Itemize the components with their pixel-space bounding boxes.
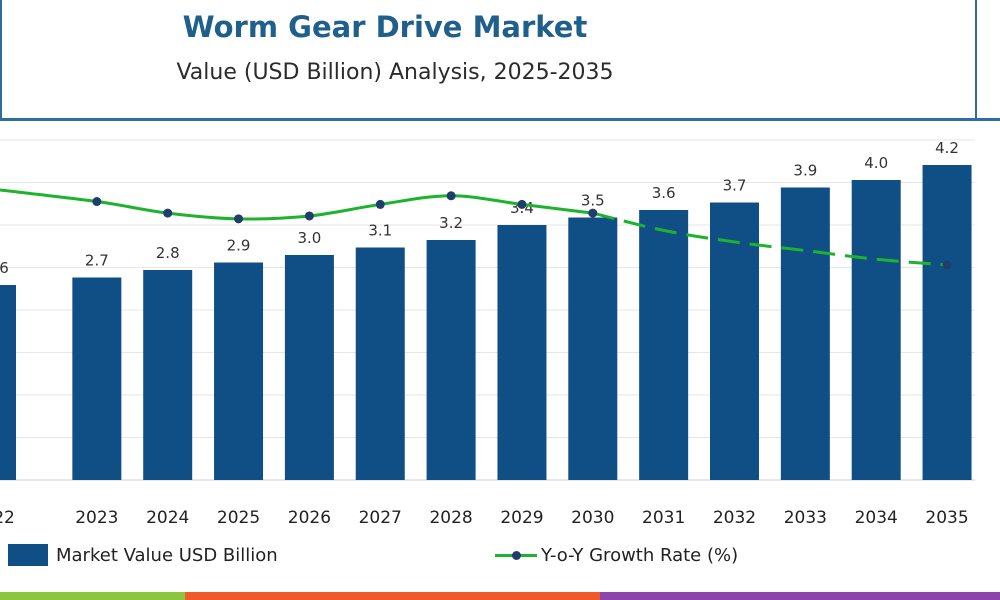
growth-point-2026 — [304, 211, 314, 221]
growth-point-2025 — [234, 214, 244, 224]
bar-value-label: 3.7 — [723, 177, 747, 195]
bar-value-label: 3.5 — [581, 192, 605, 210]
legend-bar: Market Value USD Billion — [0, 540, 278, 570]
bar-swatch — [8, 544, 48, 566]
x-tick-label: 22 — [0, 508, 15, 528]
x-tick-label: 2031 — [642, 508, 685, 528]
footer-stripe-green — [0, 592, 185, 600]
bar-2025 — [214, 262, 264, 480]
bar-2023 — [72, 277, 122, 480]
bar-2027 — [355, 247, 405, 480]
x-tick-label: 2033 — [784, 508, 827, 528]
bar-value-label: 3.0 — [297, 229, 321, 247]
bar-2028 — [426, 240, 476, 480]
bar-2024 — [143, 270, 193, 480]
legend-line-label: Y-o-Y Growth Rate (%) — [541, 544, 739, 566]
bar-2031 — [639, 210, 689, 480]
x-tick-label: 2023 — [75, 508, 118, 528]
bar-value-label: 2.9 — [227, 237, 251, 255]
chart-title: Worm Gear Drive Market — [182, 10, 588, 44]
bar-2029 — [497, 225, 547, 480]
growth-point-2023 — [92, 197, 102, 207]
x-tick-label: 2029 — [500, 508, 543, 528]
x-tick-label: 2027 — [359, 508, 402, 528]
bar-value-label: 3.9 — [793, 162, 817, 180]
growth-line-forecast — [592, 211, 948, 267]
bar-value-label: 2.7 — [85, 252, 109, 270]
legend-bar-label: Market Value USD Billion — [56, 544, 278, 566]
growth-line — [0, 188, 952, 270]
chart-subtitle: Value (USD Billion) Analysis, 2025-2035 — [176, 60, 614, 85]
x-tick-label: 2032 — [713, 508, 756, 528]
header-divider — [0, 118, 1000, 121]
bar-value-label: 3.1 — [368, 222, 392, 240]
bar-value-label: 3.6 — [652, 184, 676, 202]
bars — [0, 165, 972, 480]
growth-line-actual — [0, 188, 593, 221]
growth-point-2024 — [163, 208, 173, 218]
bar-value-label: 2.8 — [156, 244, 180, 262]
x-tick-label: 2035 — [925, 508, 968, 528]
bar-2030 — [568, 217, 618, 480]
bar-2034 — [851, 180, 901, 480]
x-tick-label: 2028 — [429, 508, 472, 528]
bar-value-label: 4.2 — [935, 139, 959, 157]
x-tick-label: 2026 — [288, 508, 331, 528]
x-tick-label: 2025 — [217, 508, 260, 528]
x-tick-label: 2030 — [571, 508, 614, 528]
footer-stripe-purple — [600, 592, 1000, 600]
bar-2035 — [922, 165, 972, 480]
legend-line: Y-o-Y Growth Rate (%) — [495, 540, 738, 570]
footer-stripe-orange — [185, 592, 600, 600]
growth-point-2028 — [446, 191, 456, 201]
x-tick-label: 2024 — [146, 508, 189, 528]
bar-2026 — [284, 255, 334, 480]
bar-value-label: 3.2 — [439, 214, 463, 232]
bar-22 — [0, 285, 16, 480]
growth-point-2027 — [375, 199, 385, 209]
panel-left-border — [0, 0, 2, 120]
bar-value-label: 6 — [0, 259, 9, 277]
growth-point-2035 — [942, 260, 952, 270]
x-tick-label: 2034 — [855, 508, 898, 528]
panel-right-border — [975, 0, 977, 120]
bar-2032 — [710, 202, 759, 480]
x-axis-labels: 22 2023 2024 2025 2026 2027 2028 2029 2030 2031 20… — [0, 508, 969, 528]
growth-point-2029 — [517, 199, 527, 209]
line-swatch — [495, 544, 537, 566]
bar-value-label: 4.0 — [864, 154, 888, 172]
growth-point-2030 — [588, 208, 598, 218]
bar-2033 — [780, 187, 830, 480]
